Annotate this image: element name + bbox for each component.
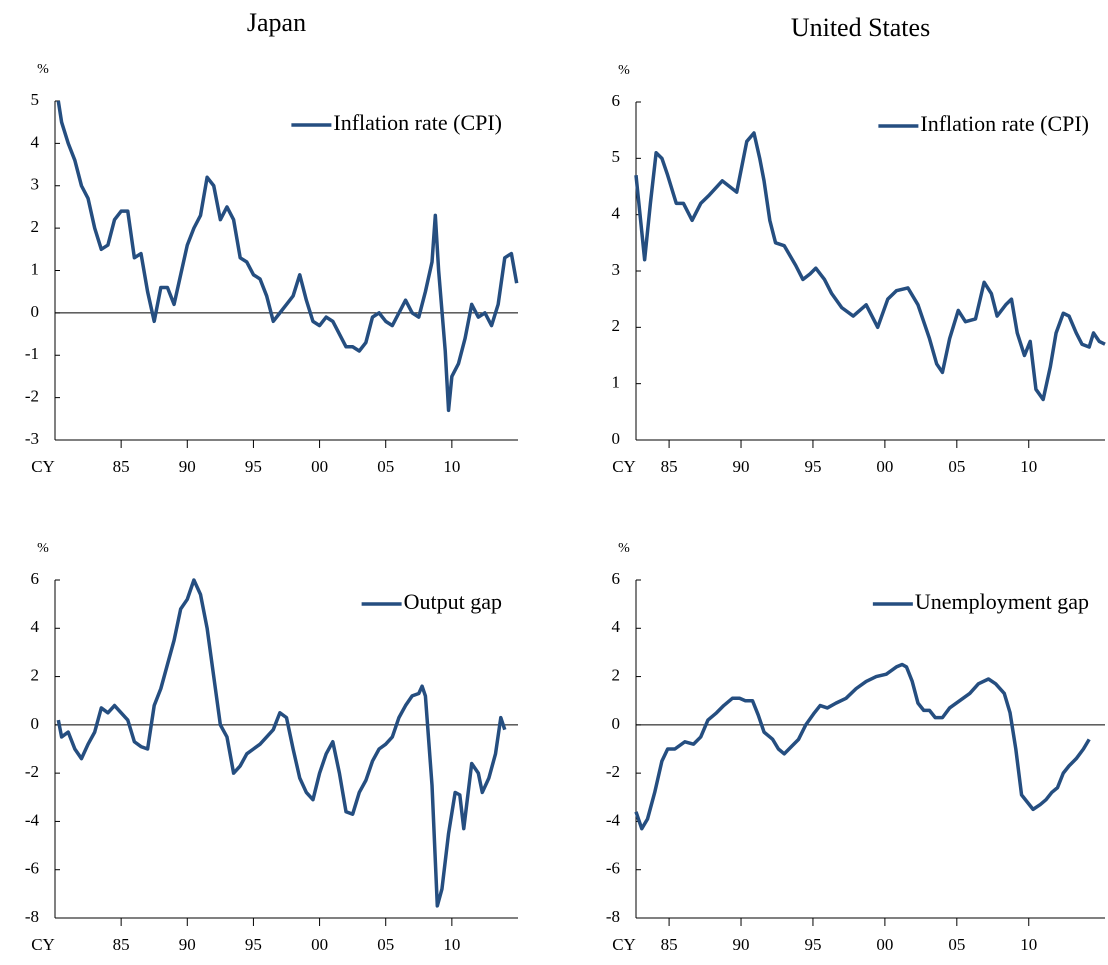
y-tick-label: -4	[606, 810, 621, 829]
x-tick-label: 85	[113, 935, 130, 954]
legend-label: Output gap	[404, 589, 502, 614]
x-tick-label: 85	[661, 935, 678, 954]
x-tick-label: 95	[804, 935, 821, 954]
x-axis-label: CY	[612, 935, 636, 954]
y-tick-label: -3	[25, 429, 39, 448]
x-tick-label: 05	[377, 457, 394, 476]
x-tick-label: 00	[876, 935, 893, 954]
y-tick-label: -2	[25, 762, 39, 781]
legend-label: Unemployment gap	[915, 589, 1089, 614]
y-tick-label: 2	[612, 665, 621, 684]
y-unit: %	[37, 62, 49, 77]
x-axis-label: CY	[31, 457, 55, 476]
x-tick-label: 95	[245, 935, 262, 954]
y-tick-label: 0	[612, 429, 621, 448]
y-tick-label: 2	[31, 217, 40, 236]
y-tick-label: -2	[606, 762, 620, 781]
x-tick-label: 05	[377, 935, 394, 954]
y-tick-label: 5	[612, 147, 621, 166]
series-line	[56, 100, 519, 413]
x-tick-label: 90	[733, 935, 750, 954]
x-tick-label: 90	[733, 457, 750, 476]
y-tick-label: 4	[31, 617, 40, 636]
y-tick-label: -4	[25, 810, 40, 829]
series-line	[634, 131, 1106, 402]
series-line	[56, 578, 507, 908]
y-tick-label: 0	[31, 302, 40, 321]
x-tick-label: 95	[804, 457, 821, 476]
y-tick-label: -6	[606, 859, 620, 878]
y-tick-label: -8	[25, 907, 39, 926]
x-tick-label: 05	[948, 935, 965, 954]
series-line	[634, 662, 1091, 831]
y-tick-label: 6	[31, 569, 40, 588]
panel-title: Japan	[247, 8, 306, 37]
y-tick-label: 3	[612, 260, 621, 279]
x-tick-label: 10	[1020, 457, 1037, 476]
x-axis-label: CY	[31, 935, 55, 954]
y-tick-label: 4	[31, 132, 40, 151]
x-tick-label: 00	[876, 457, 893, 476]
y-tick-label: 0	[31, 714, 40, 733]
legend-label: Inflation rate (CPI)	[920, 111, 1089, 136]
y-tick-label: 4	[612, 204, 621, 223]
panel-title: United States	[791, 13, 930, 42]
x-axis-label: CY	[612, 457, 636, 476]
y-tick-label: 2	[612, 316, 621, 335]
legend-label: Inflation rate (CPI)	[333, 110, 502, 135]
y-tick-label: 3	[31, 175, 40, 194]
y-unit: %	[37, 541, 49, 556]
y-tick-label: -8	[606, 907, 620, 926]
x-tick-label: 10	[443, 935, 460, 954]
y-tick-label: 6	[612, 91, 621, 110]
x-tick-label: 90	[179, 457, 196, 476]
x-tick-label: 00	[311, 935, 328, 954]
y-tick-label: -2	[25, 387, 39, 406]
x-tick-label: 05	[948, 457, 965, 476]
y-tick-label: -6	[25, 859, 39, 878]
y-unit: %	[618, 541, 630, 556]
y-tick-label: -1	[25, 344, 39, 363]
y-tick-label: 6	[612, 569, 621, 588]
y-tick-label: 4	[612, 617, 621, 636]
y-tick-label: 1	[31, 259, 40, 278]
y-tick-label: 1	[612, 373, 621, 392]
y-tick-label: 5	[31, 90, 40, 109]
x-tick-label: 85	[113, 457, 130, 476]
x-tick-label: 85	[661, 457, 678, 476]
y-tick-label: 2	[31, 665, 40, 684]
x-tick-label: 90	[179, 935, 196, 954]
x-tick-label: 10	[443, 457, 460, 476]
x-tick-label: 95	[245, 457, 262, 476]
y-unit: %	[618, 63, 630, 78]
x-tick-label: 10	[1020, 935, 1037, 954]
y-tick-label: 0	[612, 714, 621, 733]
x-tick-label: 00	[311, 457, 328, 476]
